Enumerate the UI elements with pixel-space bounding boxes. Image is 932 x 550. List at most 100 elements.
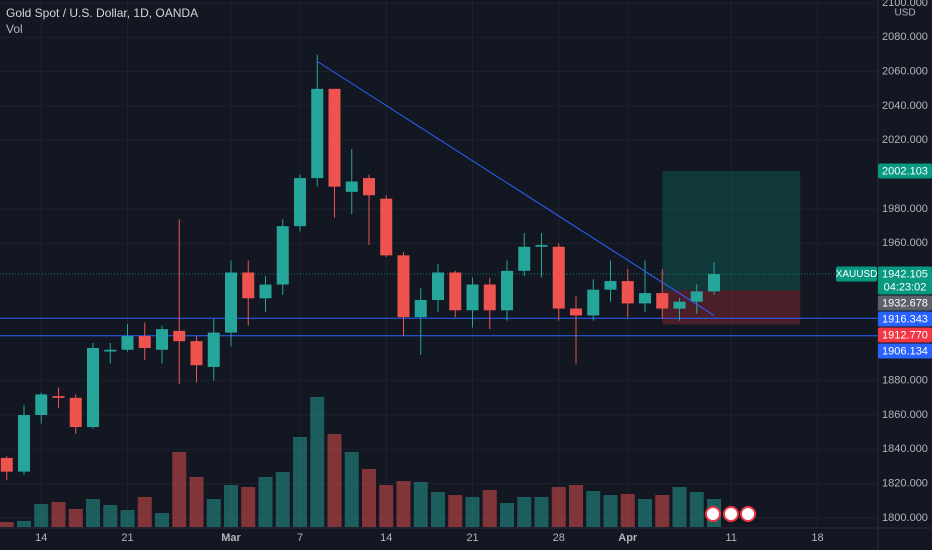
volume-bar: [172, 452, 187, 527]
volume-bar: [534, 497, 549, 527]
y-tick-label: 1880.000: [882, 375, 928, 387]
candle-body: [501, 270, 513, 311]
volume-bar: [517, 497, 532, 527]
candle-body: [466, 284, 479, 311]
position-target-zone: [662, 171, 801, 291]
price-tag-label: 1906.134: [882, 345, 928, 357]
volume-bar: [206, 499, 221, 527]
candle-body: [518, 246, 531, 271]
x-tick-label: Apr: [618, 532, 638, 544]
x-tick-label: Mar: [221, 532, 241, 544]
candle-body: [639, 293, 651, 304]
candle-body: [570, 308, 582, 316]
volume-bar: [293, 437, 307, 527]
x-tick-label: 28: [553, 532, 565, 544]
candle-body: [276, 226, 289, 285]
candle-body: [535, 245, 548, 247]
volume-bar: [586, 491, 601, 527]
candle-body: [345, 181, 358, 192]
volume-layer: [0, 397, 721, 527]
candle-body: [69, 397, 82, 428]
volume-bar: [603, 495, 618, 527]
volume-bar: [655, 495, 670, 527]
x-tick-label: 18: [811, 532, 823, 544]
volume-bar: [431, 492, 445, 527]
candle-body: [552, 246, 565, 309]
y-tick-label: 2020.000: [882, 134, 928, 146]
x-tick-label: 21: [466, 532, 478, 544]
candle-body: [690, 291, 703, 302]
price-tag: [878, 266, 932, 295]
price-layer: [0, 54, 878, 481]
y-tick-label: 1820.000: [882, 478, 928, 490]
volume-bar: [120, 510, 135, 527]
candle-body: [207, 332, 220, 367]
x-tick-label: 14: [35, 532, 47, 544]
candle-body: [294, 178, 306, 227]
candle-body: [397, 255, 410, 318]
candle-body: [87, 348, 99, 428]
y-tick-label: 1800.000: [882, 512, 928, 524]
price-tag: [878, 327, 932, 343]
candle-body: [432, 272, 444, 300]
volume-bar: [344, 452, 359, 527]
price-tag: [878, 163, 932, 179]
volume-bar: [86, 499, 100, 527]
volume-bar: [500, 503, 514, 527]
volume-bar: [465, 497, 480, 527]
candle-body: [656, 293, 669, 309]
volume-bar: [103, 505, 118, 527]
candle-body: [18, 415, 30, 472]
chart-title: Gold Spot / U.S. Dollar, 1D, OANDA: [6, 6, 198, 20]
price-tag-label: 1942.105: [882, 268, 928, 280]
price-tag-label: 1916.343: [882, 313, 928, 325]
volume-bar: [34, 504, 49, 527]
candle-body: [587, 289, 600, 316]
y-tick-label: 1980.000: [882, 203, 928, 215]
volume-bar: [258, 477, 273, 527]
x-tick-label: 14: [380, 532, 392, 544]
candle-body: [121, 336, 134, 350]
volume-bar: [51, 502, 66, 527]
volume-bar: [224, 485, 238, 527]
volume-bar: [310, 397, 325, 527]
candle-body: [0, 457, 13, 472]
y-tick-label: 2080.000: [882, 31, 928, 43]
candle-body: [173, 330, 186, 342]
candle-body: [483, 284, 496, 311]
candle-body: [311, 88, 324, 179]
candle-body: [621, 281, 634, 304]
price-tag: [878, 343, 932, 359]
price-tag-label: 2002.103: [882, 165, 928, 177]
candle-body: [708, 274, 720, 292]
candle-body: [225, 272, 237, 333]
symbol-label: XAUUSD: [836, 269, 878, 280]
volume-bar: [569, 485, 583, 527]
x-tick-label: 11: [726, 532, 737, 544]
candle-body: [449, 272, 462, 311]
event-flag[interactable]: [705, 506, 721, 522]
event-flag[interactable]: [740, 506, 756, 522]
volume-bar: [396, 481, 411, 527]
volume-bar: [638, 499, 652, 527]
currency-label: USD: [894, 8, 915, 19]
candle-body: [156, 329, 168, 350]
candle-body: [604, 281, 617, 290]
volume-bar: [241, 487, 256, 527]
volume-bar: [413, 482, 428, 527]
price-tag: [878, 295, 932, 311]
volume-bar: [448, 495, 463, 527]
candle-body: [328, 88, 341, 187]
candle-body: [52, 396, 65, 398]
x-tick-label: 7: [297, 532, 303, 544]
candle-body: [104, 349, 117, 352]
candle-body: [673, 301, 686, 309]
candle-body: [414, 299, 427, 318]
symbol-tag: [836, 266, 877, 282]
volume-bar: [379, 485, 394, 527]
x-tick-label: 21: [121, 532, 133, 544]
event-flag[interactable]: [723, 506, 739, 522]
volume-bar: [275, 472, 290, 527]
